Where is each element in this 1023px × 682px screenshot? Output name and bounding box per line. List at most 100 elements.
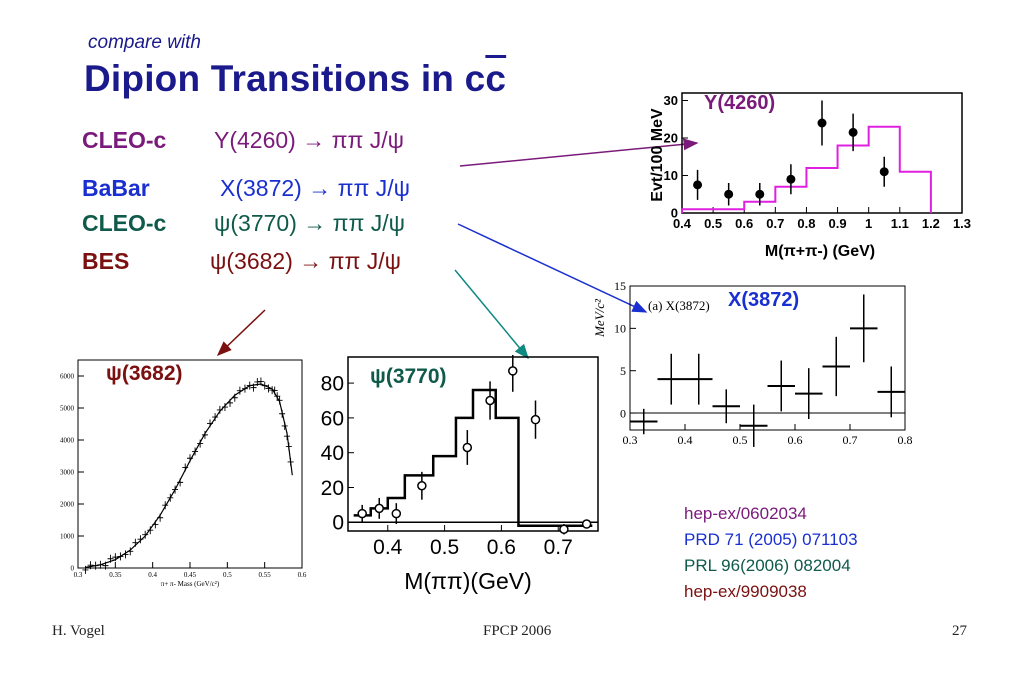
data-point — [274, 392, 281, 401]
histogram — [681, 125, 932, 213]
data-point — [132, 538, 139, 547]
data-point — [216, 405, 223, 414]
y-tick-label: 10 — [614, 322, 626, 336]
data-point — [201, 430, 208, 439]
data-point — [417, 481, 427, 491]
x-axis-label: π+ π- Mass (GeV/c²) — [161, 580, 220, 588]
data-point — [485, 395, 495, 406]
decay-process: X(3872) → ππ J/ψ — [220, 175, 411, 201]
reference-item: PRL 96(2006) 082004 — [684, 556, 851, 575]
data-point — [261, 381, 268, 390]
y-tick-label: 20 — [664, 131, 678, 146]
y-tick-label: 2000 — [60, 500, 75, 508]
histogram — [353, 388, 593, 528]
x-tick-label: 0.8 — [797, 216, 815, 231]
data-point — [207, 419, 214, 428]
x-tick-label: 0.6 — [788, 433, 803, 447]
data-point — [817, 118, 827, 128]
data-point — [786, 174, 796, 184]
data-point — [142, 530, 149, 539]
x-tick-label: 0.5 — [733, 433, 748, 447]
title-anticharm: c — [485, 58, 507, 99]
data-point — [391, 508, 402, 519]
x-tick-label: 0.6 — [487, 536, 516, 559]
slide-title: Dipion Transitions in cc — [84, 58, 506, 100]
x-axis-label: M(ππ)(GeV) — [404, 568, 532, 594]
x-tick-label: 0.8 — [898, 433, 913, 447]
transition-row: BES ψ(3682) → ππ J/ψ — [82, 248, 401, 275]
data-point — [265, 384, 272, 393]
decay-process: ψ(3682) → ππ J/ψ — [210, 248, 402, 274]
data-point — [724, 189, 734, 199]
x-tick-label: 0.3 — [623, 433, 638, 447]
data-point — [281, 421, 288, 430]
data-point — [187, 454, 193, 463]
data-point — [241, 384, 248, 393]
plot-frame — [347, 356, 599, 532]
data-point — [87, 561, 94, 570]
data-point — [227, 398, 234, 407]
plot-frame — [681, 92, 963, 214]
x-tick-label: 0.7 — [766, 216, 784, 231]
x-tick-label: 0.5 — [223, 571, 232, 579]
reference-item: PRD 71 (2005) 071103 — [684, 530, 858, 549]
data-point — [284, 432, 291, 441]
x-tick-label: 0.6 — [735, 216, 753, 231]
y-tick-label: 15 — [614, 279, 626, 293]
y-tick-label: 0 — [332, 512, 344, 535]
data-point — [221, 403, 228, 412]
data-point — [755, 189, 765, 199]
data-point — [147, 526, 154, 535]
y-tick-label: 3000 — [60, 468, 75, 476]
data-point — [559, 524, 569, 535]
y-tick-label: 5000 — [60, 404, 75, 412]
data-point — [177, 478, 184, 487]
chart-y4260: 0.4 0.5 0.6 0.7 0.8 0.9 1 1.1 1.2 1.3 0 10 20 30 Y(426… — [649, 92, 971, 260]
y-tick-label: 0 — [71, 564, 75, 572]
footer-conference: FPCP 2006 — [483, 623, 552, 639]
data-point — [212, 413, 219, 422]
data-point — [182, 463, 189, 472]
data-point — [581, 519, 592, 529]
x-tick-label: 0.7 — [544, 536, 573, 559]
decay-process: Y(4260) → ππ J/ψ — [214, 127, 405, 153]
x-tick-label: 0.35 — [109, 571, 122, 579]
data-point — [276, 396, 283, 405]
x-tick-label: 0.4 — [373, 536, 403, 559]
data-point — [879, 167, 889, 177]
y-tick-label: 4000 — [60, 436, 75, 444]
data-point — [97, 560, 104, 569]
data-point — [117, 552, 124, 561]
plot-frame — [629, 285, 906, 431]
x-tick-label: 1.3 — [953, 216, 971, 231]
x-tick-label: 0.45 — [184, 571, 197, 579]
x-tick-label: 0.55 — [259, 571, 272, 579]
data-point — [162, 501, 169, 510]
data-point — [250, 383, 257, 392]
transition-row: CLEO-c ψ(3770) → ππ J/ψ — [82, 210, 405, 237]
chart-psi3682: 0.3 0.35 0.4 0.45 0.5 0.55 0.6 0 1000 2000 3000 400… — [60, 359, 307, 588]
y-axis-label: Evt/100 MeV — [649, 108, 666, 202]
chart-label: X(3872) — [728, 289, 799, 311]
reference-item: hep-ex/9909038 — [684, 582, 807, 601]
data-point — [357, 508, 367, 519]
x-tick-label: 1.2 — [922, 216, 940, 231]
data-point — [271, 386, 278, 395]
data-point — [269, 386, 276, 395]
y-axis-label: MeV/c² — [592, 298, 607, 338]
x-tick-label: 0.5 — [430, 536, 459, 559]
data-point — [374, 503, 384, 514]
data-point — [693, 180, 703, 190]
x-tick-label: 0.7 — [843, 433, 858, 447]
arrow-psi3682 — [216, 309, 266, 357]
x-tick-label: 0.9 — [829, 216, 847, 231]
x-tick-label: 0.3 — [74, 571, 83, 579]
experiment-name: CLEO-c — [82, 127, 167, 153]
data-point — [152, 520, 159, 529]
y-tick-label: 40 — [321, 442, 344, 465]
data-point — [287, 457, 294, 466]
chart-label: ψ(3682) — [106, 362, 183, 385]
data-point — [167, 493, 174, 502]
y-tick-label: 30 — [664, 93, 678, 108]
